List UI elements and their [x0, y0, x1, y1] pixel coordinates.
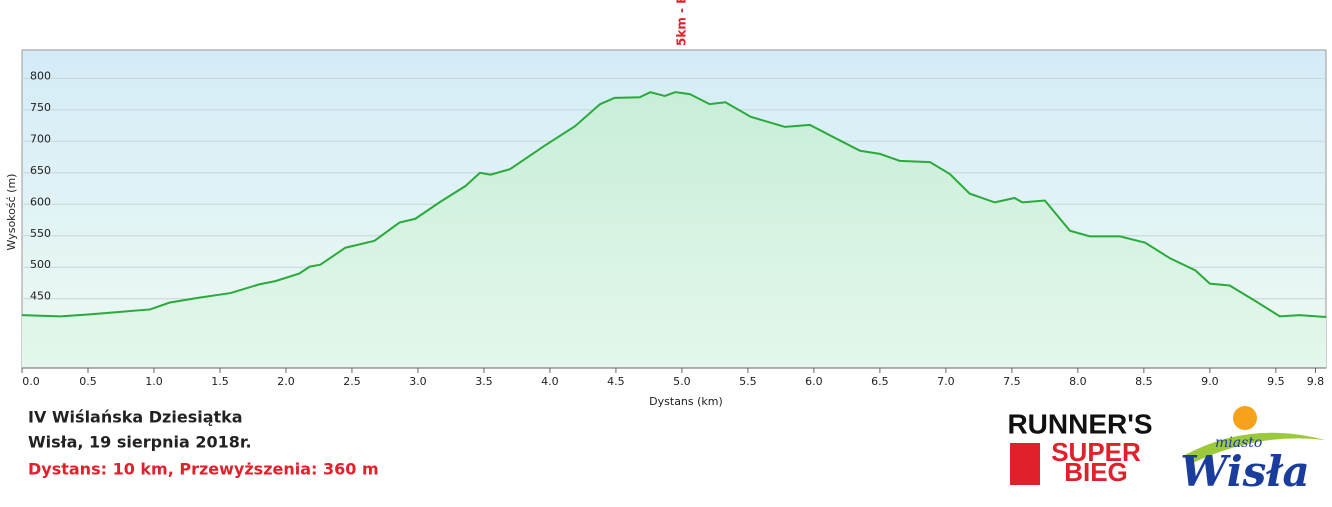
- logo-wisla: Wisła: [1180, 447, 1309, 496]
- y-tick-label: 450: [30, 290, 51, 303]
- y-tick-label: 500: [30, 258, 51, 271]
- logo-miasto: miasto: [1215, 435, 1262, 451]
- x-tick-label: 9.8: [1307, 375, 1325, 388]
- y-tick-label: 650: [30, 164, 51, 177]
- x-tick-label: 7.0: [937, 375, 955, 388]
- annotation: 5km - Bufet: [674, 0, 688, 46]
- x-axis-label: Dystans (km): [649, 395, 723, 408]
- x-tick-label: 1.0: [145, 375, 163, 388]
- x-tick-label: 9.0: [1201, 375, 1219, 388]
- x-tick-label: 3.0: [409, 375, 427, 388]
- x-tick-label: 5.5: [739, 375, 757, 388]
- logo-runners: RUNNER'S: [1007, 408, 1152, 439]
- y-tick-label: 750: [30, 101, 51, 114]
- y-tick-label: 800: [30, 69, 51, 82]
- logo-super: SUPER: [1051, 437, 1141, 467]
- logo-hill: [1185, 432, 1325, 462]
- y-tick-label: 550: [30, 227, 51, 240]
- race-date: Wisła, 19 sierpnia 2018r.: [28, 433, 252, 452]
- x-tick-label: 1.5: [211, 375, 229, 388]
- logo-sun: [1233, 406, 1257, 430]
- x-tick-label: 0.0: [22, 375, 40, 388]
- x-tick-label: 6.0: [805, 375, 823, 388]
- x-tick-label: 8.5: [1135, 375, 1153, 388]
- race-stats: Dystans: 10 km, Przewyższenia: 360 m: [28, 460, 379, 479]
- x-tick-label: 4.5: [607, 375, 625, 388]
- logo-figure: [1010, 443, 1040, 485]
- x-tick-label: 0.5: [79, 375, 97, 388]
- x-tick-label: 5.0: [673, 375, 691, 388]
- y-tick-label: 600: [30, 195, 51, 208]
- x-tick-label: 9.5: [1267, 375, 1285, 388]
- x-tick-label: 7.5: [1003, 375, 1021, 388]
- area: [22, 92, 1326, 369]
- x-tick-label: 2.0: [277, 375, 295, 388]
- x-tick-label: 6.5: [871, 375, 889, 388]
- x-tick-label: 3.5: [475, 375, 493, 388]
- x-tick-label: 4.0: [541, 375, 559, 388]
- y-tick-label: 700: [30, 132, 51, 145]
- x-tick-label: 8.0: [1069, 375, 1087, 388]
- x-tick-label: 2.5: [343, 375, 361, 388]
- elevation-line: [21, 91, 1327, 318]
- race-title: IV Wiślańska Dziesiątka: [28, 408, 243, 427]
- logo-bieg: BIEG: [1064, 457, 1128, 487]
- y-axis-label: Wysokość (m): [5, 174, 18, 251]
